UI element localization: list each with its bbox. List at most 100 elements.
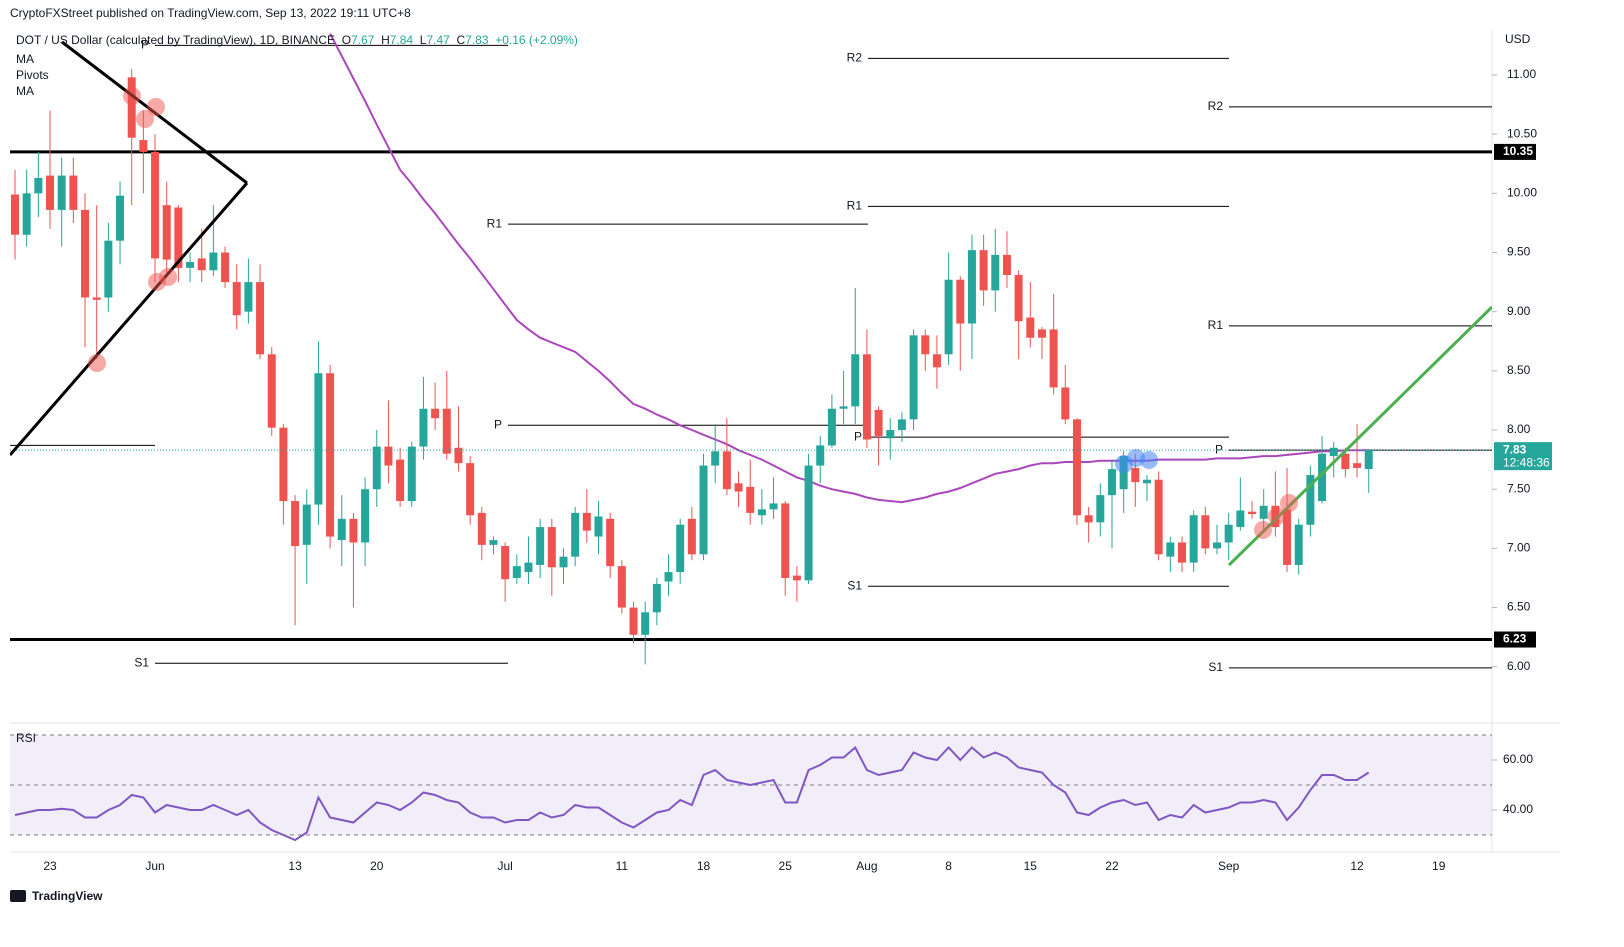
candle-body <box>1306 475 1315 525</box>
candle-body <box>81 209 90 298</box>
y-tick-label: 7.00 <box>1507 541 1531 555</box>
x-tick-label: 11 <box>616 859 629 873</box>
candle-body <box>536 527 545 565</box>
currency: USD <box>1505 32 1531 46</box>
candle-body <box>279 427 288 502</box>
last-price-label: 7.83 <box>1503 442 1527 456</box>
triangle-line <box>10 182 249 456</box>
brand-text: TradingView <box>32 889 103 903</box>
candle-body <box>1178 542 1186 563</box>
candle-body <box>501 546 510 580</box>
candle-body <box>816 445 825 466</box>
candle-body <box>641 612 650 635</box>
candle-body <box>722 451 731 490</box>
x-tick-label: 18 <box>697 859 711 873</box>
x-tick-label: 8 <box>945 859 952 873</box>
legend-header: DOT / US Dollar (calculated by TradingVi… <box>16 33 578 47</box>
candle-body <box>127 77 136 138</box>
candle-body <box>314 373 323 505</box>
ohlc-value: 7.83 <box>465 33 489 47</box>
candle-body <box>1364 450 1373 470</box>
candle-body <box>174 207 183 268</box>
rsi-tick-label: 40.00 <box>1503 802 1533 816</box>
candle-body <box>477 512 486 545</box>
candle-body <box>244 282 253 312</box>
candle-body <box>897 419 906 431</box>
candle-body <box>1166 542 1175 557</box>
candle-body <box>162 205 171 260</box>
candle-body <box>571 512 580 557</box>
pivot-label: S1 <box>847 578 862 592</box>
candle-body <box>442 408 451 454</box>
candle-body <box>1294 524 1303 565</box>
candle-body <box>349 518 358 543</box>
drawings <box>10 40 1492 567</box>
level-label: 6.23 <box>1503 632 1527 646</box>
indicator-list: MA Pivots MA <box>16 51 49 99</box>
candle-body <box>559 556 568 568</box>
pivot-label: R1 <box>1208 318 1224 332</box>
indicator-label: Pivots <box>16 68 49 82</box>
candle-body <box>687 518 696 555</box>
candle-body <box>711 451 720 466</box>
candle-body <box>209 252 218 271</box>
candle-body <box>1154 479 1163 555</box>
candle-body <box>781 503 790 578</box>
candle-body <box>1061 387 1070 420</box>
ohlc-value: 7.84 <box>389 33 414 47</box>
candle-body <box>46 175 55 210</box>
change: +0.16 <box>495 33 526 47</box>
candle-body <box>372 446 381 490</box>
pivot-label: R1 <box>487 216 503 230</box>
candle-body <box>804 465 813 581</box>
candle-body <box>1353 463 1362 468</box>
highlights <box>88 87 1298 539</box>
candle-body <box>594 516 603 537</box>
y-tick-label: 8.00 <box>1507 422 1531 436</box>
candle-body <box>769 503 778 510</box>
candle-body <box>757 509 766 516</box>
candle-body <box>151 151 160 259</box>
candle-body <box>57 175 66 210</box>
countdown: 12:48:36 <box>1503 455 1550 469</box>
candle-body <box>1026 317 1035 338</box>
candle-body <box>851 354 860 407</box>
candle-body <box>454 447 463 464</box>
highlights <box>1115 449 1158 473</box>
candle-body <box>746 486 755 513</box>
candle-body <box>1224 524 1233 543</box>
candle-body <box>524 562 533 573</box>
candle-body <box>34 177 43 194</box>
candle-body <box>1201 515 1210 549</box>
candle-body <box>419 408 428 447</box>
pivot-label: R2 <box>847 51 863 65</box>
candle-body <box>839 406 848 409</box>
ma-line <box>329 33 1369 504</box>
candle-body <box>11 194 19 235</box>
candle-body <box>1283 509 1292 565</box>
candle-body <box>1236 510 1245 528</box>
candle-body <box>22 193 31 235</box>
level-tag <box>1494 631 1536 648</box>
candle-body <box>862 354 871 440</box>
x-tick-label: 25 <box>779 859 793 873</box>
candle-body <box>1142 479 1151 484</box>
candle-body <box>582 512 591 531</box>
ohlc-label: L <box>419 33 427 47</box>
candle-body <box>944 279 953 355</box>
ohlc-label: C <box>456 33 466 47</box>
x-tick-label: 13 <box>288 859 302 873</box>
candle-body <box>466 463 475 516</box>
candle-body <box>827 408 836 446</box>
attribution: CryptoFXStreet published on TradingView.… <box>10 6 411 20</box>
candle-body <box>1072 419 1081 516</box>
y-tick-label: 11.00 <box>1507 67 1536 81</box>
candle-body <box>886 430 895 439</box>
y-tick-label: 6.50 <box>1507 600 1531 614</box>
rsi-line <box>14 745 1370 842</box>
candle-body <box>629 607 638 635</box>
candle-body <box>267 354 276 428</box>
candle-body <box>606 518 615 567</box>
